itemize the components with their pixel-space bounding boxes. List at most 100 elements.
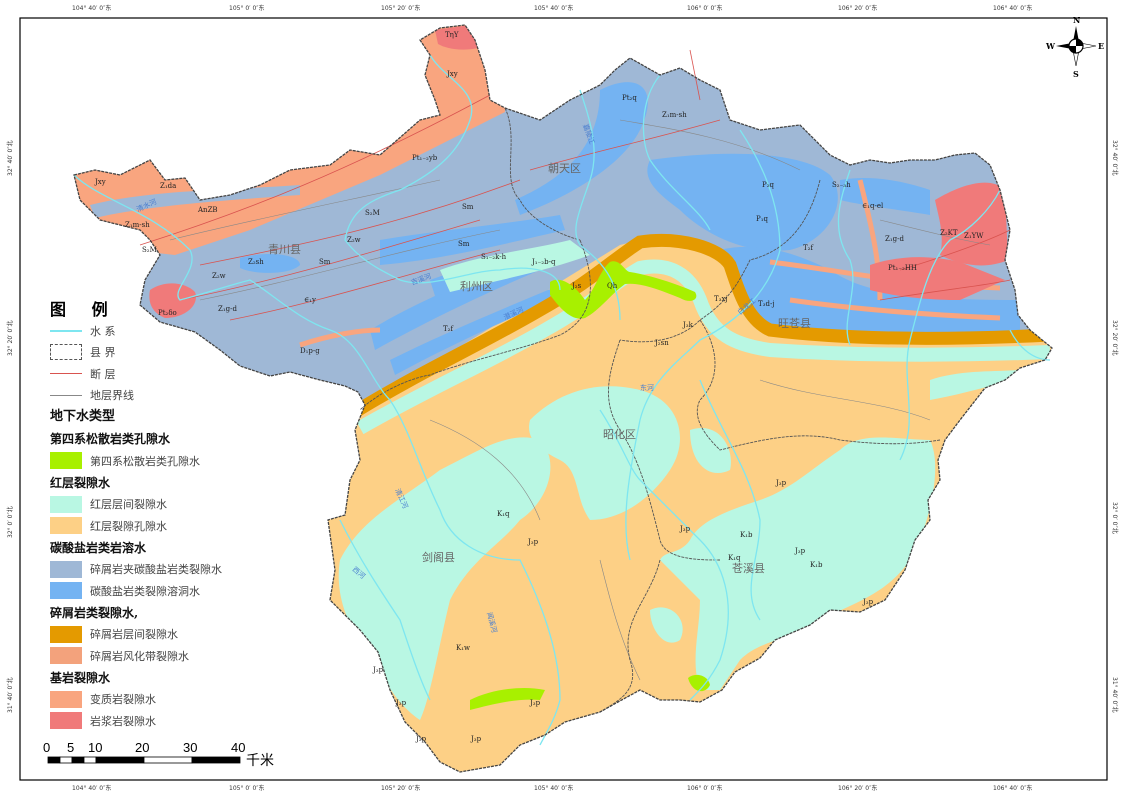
compass-s: S <box>1073 69 1079 79</box>
legend-swatch <box>50 560 82 578</box>
lat-label: 32° 40′ 0″北 <box>6 140 14 176</box>
river-xihe[interactable] <box>73 174 561 746</box>
longitude-labels: 104° 40′ 0″东 105° 0′ 0″东 105° 20′ 0″东 10… <box>72 4 1032 792</box>
zone-clastic-interlayer <box>351 233 1051 418</box>
geo-label: ∈₁q-el <box>862 202 884 210</box>
geo-label: Pt₂q <box>622 94 637 102</box>
compass-n: N <box>1073 15 1080 25</box>
zone-red-bed-interlayer <box>356 259 1051 435</box>
legend-item-fault: 断 层 <box>50 363 280 385</box>
rivers[interactable] <box>73 54 1051 746</box>
legend-label: 断 层 <box>90 367 116 381</box>
latitude-labels: 32° 40′ 0″北 32° 20′ 0″北 32° 0′ 0″北 31° 4… <box>6 140 1119 713</box>
lon-label: 105° 20′ 0″东 <box>381 784 420 792</box>
legend-swatch <box>50 517 82 535</box>
compass-e: E <box>1098 41 1104 51</box>
county-label-zhaohua: 昭化区 <box>603 427 636 441</box>
geo-label: K₁b <box>810 561 823 569</box>
lon-label: 106° 40′ 0″东 <box>993 784 1032 792</box>
lon-label: 105° 40′ 0″东 <box>534 784 573 792</box>
lon-label: 106° 0′ 0″东 <box>687 784 723 792</box>
map-frame <box>19 17 1108 781</box>
geo-label: Z₂w <box>212 272 226 280</box>
legend-swatch <box>50 712 82 730</box>
river-tributary[interactable] <box>1009 329 1051 361</box>
geo-label: Qh <box>607 282 618 290</box>
river-tributary[interactable] <box>642 74 711 231</box>
geo-label: Z₁m-sh <box>662 111 687 119</box>
legend-swatch <box>50 582 82 600</box>
legend-swatch <box>50 495 82 513</box>
county-border-symbol <box>50 344 82 361</box>
geo-label: J₃p <box>415 735 427 743</box>
geo-label: J₃p <box>529 699 541 707</box>
geo-label: P₁q <box>756 215 769 223</box>
geo-label: J₃p <box>470 735 482 743</box>
legend-title: 图 例 <box>50 300 118 319</box>
geo-label: Pt₁₋₂HH <box>888 264 917 272</box>
river-tributary[interactable] <box>899 189 1001 461</box>
legend-item: 第四系松散岩类孔隙水 <box>50 450 280 472</box>
legend-item-county-border: 县 界 <box>50 342 280 364</box>
river-jixi[interactable] <box>399 267 561 291</box>
legend-item: 碎屑岩夹碳酸盐岩类裂隙水 <box>50 559 280 581</box>
geo-label: Z₁g-d <box>218 305 238 313</box>
geo-label: K₁q <box>728 554 741 562</box>
river-jialing[interactable] <box>575 89 621 321</box>
lon-label: 105° 0′ 0″东 <box>229 784 265 792</box>
geo-label: J₃p <box>679 525 691 533</box>
lon-label: 105° 20′ 0″东 <box>381 4 420 12</box>
lat-label: 32° 0′ 0″北 <box>1111 502 1119 534</box>
stratum-boundaries <box>169 119 991 681</box>
legend-item: 红层层间裂隙水 <box>50 494 280 516</box>
legend-swatch <box>50 625 82 643</box>
geo-label: T₂f <box>443 325 454 333</box>
geo-label: P₂q <box>762 181 775 189</box>
legend-label: 第四系松散岩类孔隙水 <box>90 454 200 468</box>
geo-label: S₁₋₂k-h <box>481 253 507 261</box>
legend-group-title: 碳酸盐岩类岩溶水 <box>50 540 147 555</box>
legend-item: 碎屑岩层间裂隙水 <box>50 624 280 646</box>
geo-label: J₃p <box>794 547 806 555</box>
county-borders <box>359 107 941 713</box>
zone-red-bed-interlayer <box>440 240 590 292</box>
lon-label: 106° 20′ 0″东 <box>838 784 877 792</box>
lon-label: 106° 0′ 0″东 <box>687 4 723 12</box>
geo-label: K₁q <box>497 510 510 518</box>
lon-label: 105° 0′ 0″东 <box>229 4 265 12</box>
lon-label: 106° 40′ 0″东 <box>993 4 1032 12</box>
lon-label: 104° 40′ 0″东 <box>72 4 111 12</box>
lat-label: 31° 40′ 0″北 <box>6 677 14 713</box>
legend-label: 碎屑岩风化带裂隙水 <box>90 649 189 663</box>
river-tributary[interactable] <box>837 169 854 346</box>
zone-quaternary <box>470 261 710 710</box>
river-tributary[interactable] <box>599 409 729 701</box>
scale-tick: 30 <box>183 740 197 755</box>
geo-label: Sm <box>458 240 470 248</box>
lat-label: 32° 20′ 0″北 <box>6 320 14 356</box>
geo-label: J₃p <box>372 666 384 674</box>
geo-label: Z₁da <box>160 182 176 190</box>
legend-item: 碎屑岩风化带裂隙水 <box>50 645 280 667</box>
lat-label: 31° 40′ 0″北 <box>1111 677 1119 713</box>
geo-label: Sm <box>462 203 474 211</box>
lat-label: 32° 40′ 0″北 <box>1111 140 1119 176</box>
legend-label: 碎屑岩夹碳酸盐岩类裂隙水 <box>90 563 222 577</box>
lat-label: 32° 20′ 0″北 <box>1111 320 1119 356</box>
legend-label: 岩浆岩裂隙水 <box>90 714 156 728</box>
river-tributary[interactable] <box>699 379 761 621</box>
scale-unit: 千米 <box>246 752 274 768</box>
river-tributary[interactable] <box>339 519 431 701</box>
river-qingjiang[interactable] <box>344 54 473 281</box>
geo-label: Pt₂δo <box>158 309 177 317</box>
lon-label: 104° 40′ 0″东 <box>72 784 111 792</box>
scale-bar: 0 5 10 20 30 40 千米 <box>43 740 274 768</box>
geo-label: S₂M <box>365 209 380 217</box>
legend-item: 变质岩裂隙水 <box>50 689 280 711</box>
county-labels: 青川县 朝天区 利州区 旺苍县 昭化区 剑阁县 苍溪县 <box>268 162 811 575</box>
scale-tick: 0 <box>43 740 50 755</box>
lon-label: 105° 40′ 0″东 <box>534 4 573 12</box>
county-label-jiange: 剑阁县 <box>422 550 455 564</box>
geo-label: Jxy <box>446 70 458 78</box>
